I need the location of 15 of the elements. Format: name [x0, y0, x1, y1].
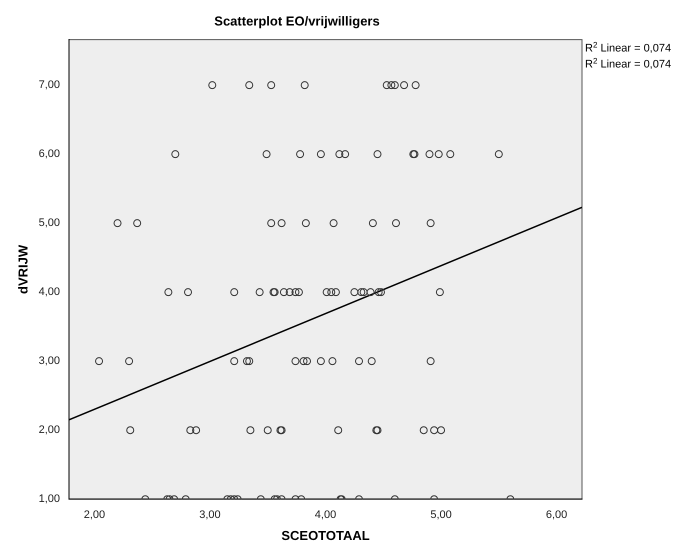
x-tick-label: 5,00 [430, 508, 452, 521]
y-tick-label: 1,00 [38, 493, 60, 506]
x-tick-label: 3,00 [199, 508, 221, 521]
y-tick-label: 7,00 [38, 79, 60, 92]
y-tick-label: 5,00 [38, 217, 60, 230]
x-tick-label: 6,00 [546, 508, 568, 521]
y-tick-label: 4,00 [38, 286, 60, 298]
chart-title: Scatterplot EO/vrijwilligers [214, 13, 380, 28]
y-axis-title: dVRIJW [15, 244, 30, 294]
y-tick-label: 3,00 [38, 355, 60, 368]
y-tick-label: 2,00 [38, 424, 60, 436]
x-tick-label: 2,00 [84, 508, 106, 521]
y-tick-label: 6,00 [38, 148, 60, 160]
x-tick-label: 4,00 [314, 508, 336, 521]
x-axis-title: SCEOTOTAAL [281, 528, 370, 543]
